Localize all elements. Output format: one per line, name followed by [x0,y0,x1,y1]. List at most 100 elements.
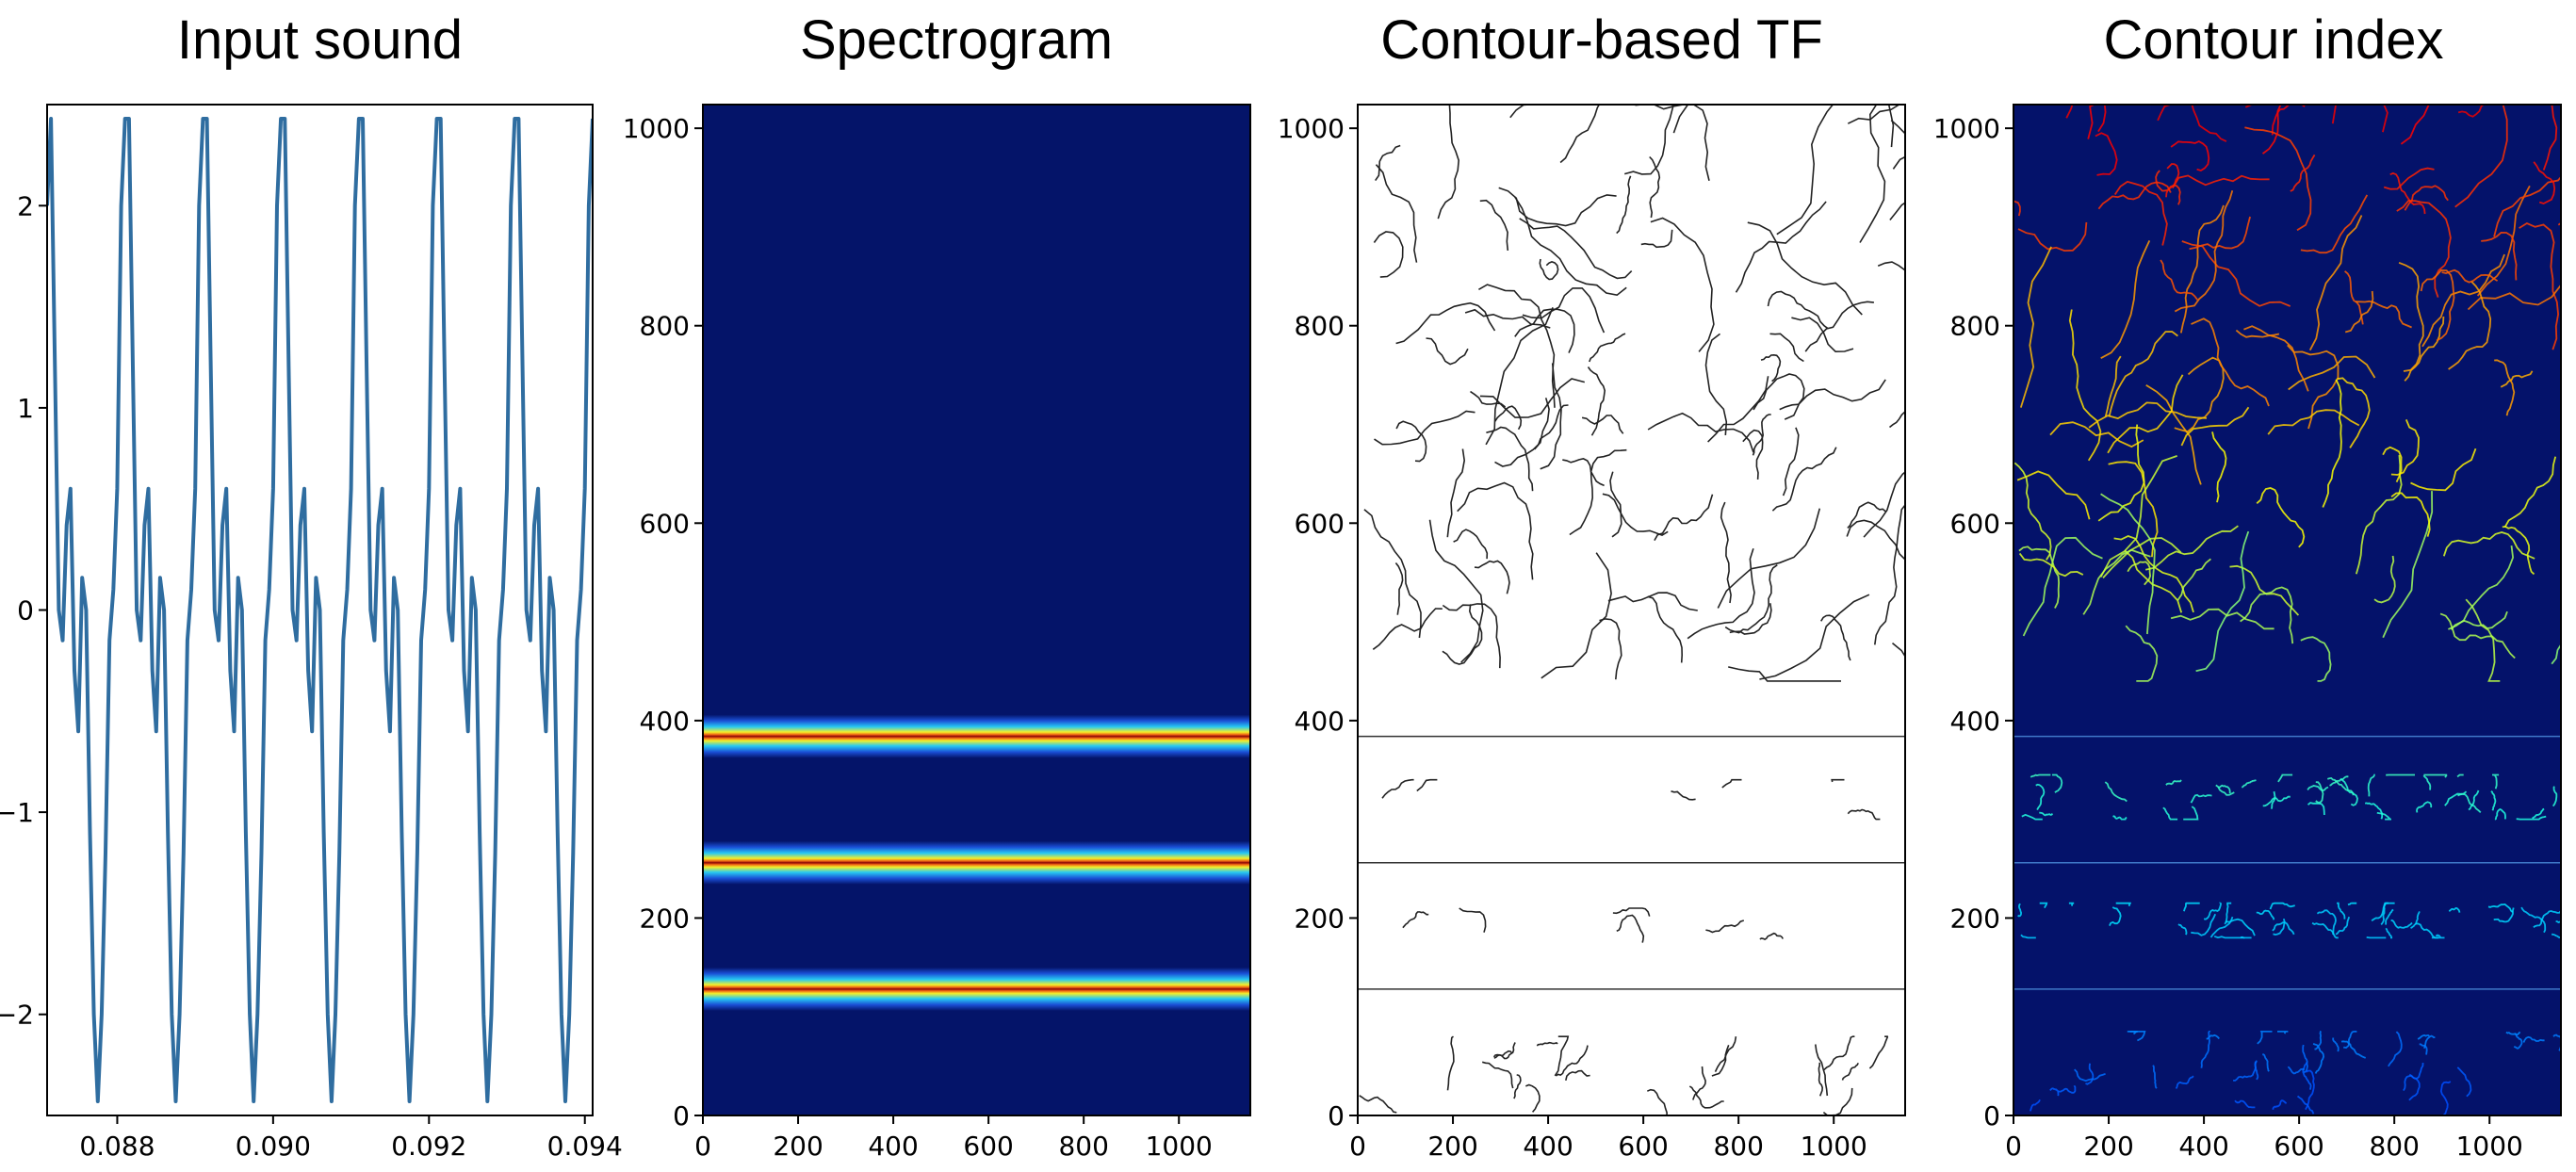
contour-line [1720,501,1732,604]
contour-index-line [2340,1040,2367,1059]
contour-index-line [2356,300,2412,329]
contour-index-line [2422,774,2432,790]
contour-line [1581,415,1624,434]
y-tick-label: 2 [17,190,34,221]
contour-index-line [2179,204,2225,334]
contour-index-line [2165,779,2182,786]
spectral-band [703,714,1250,758]
contour-index-line [2335,916,2351,936]
contour-line [1609,471,1622,538]
contour-line [1650,217,1715,352]
contour-index-line [2490,790,2497,811]
contour-index-line [2097,424,2145,522]
contour-index-line [2277,1031,2289,1034]
contour-line [1759,594,1870,680]
contour-index-line [2505,1031,2521,1036]
contour-line [1823,1035,1855,1071]
contour-line [1481,1061,1514,1089]
contour-index-line [2415,922,2438,939]
contour-index-line [2174,190,2234,313]
contour-index-line [2160,259,2199,301]
contour-line [1729,564,1778,634]
contour-line [1890,120,1905,138]
contour-line [1554,1035,1570,1077]
contour-index-line [2174,356,2225,433]
contour-index-line [2373,555,2396,604]
contour-line [1479,378,1586,418]
contour-index-line [2347,902,2357,906]
axes: 0.088 0.090 0.092 0.094 −2 −1 0 1 2 [0,190,623,1162]
contour-index-line [2170,140,2210,171]
y-tick-label: 0 [17,595,34,627]
contour-lines [1358,105,1905,1115]
contour-index-line [2022,536,2103,637]
contour-index-line [2224,902,2232,925]
y-tick-label: 600 [640,508,690,539]
x-tick-label: 1000 [2456,1131,2523,1162]
contour-index-line [2095,132,2118,176]
contour-index-line [2398,261,2424,372]
contour-line [1760,353,1782,383]
contour-line [1887,105,1905,148]
contour-line [1820,614,1851,661]
contour-index-line [2439,612,2516,659]
contour-index-line [2241,779,2257,789]
contour-index-line [2555,920,2561,923]
contour-index-line [2308,215,2363,351]
panel-title: Contour-based TF [1380,9,1823,71]
contour-index-line [2218,784,2231,793]
contour-index-line [2493,907,2515,923]
y-tick-label: −1 [0,797,34,828]
contour-line [1776,105,1834,236]
contour-line [1784,379,1886,420]
contour-index-line [2296,1095,2315,1115]
contour-index-line [2097,181,2172,210]
contour-index-line [2152,1065,2158,1089]
contour-index-line [2404,185,2449,211]
contour-index-line [2396,200,2452,298]
contour-index-line [2494,359,2516,416]
contour-line [1847,501,1886,529]
contour-index-line [2340,777,2358,806]
contour-index-line [2270,791,2276,809]
contour-index-line [2108,461,2159,558]
contour-index-line [2113,535,2194,613]
y-tick-label: 800 [1295,311,1345,342]
contour-index-line [2456,1066,2472,1098]
contour-line [1569,448,1627,536]
contour-line [1446,448,1466,538]
contour-line [1704,333,1728,435]
contour-index-line [2385,908,2394,925]
contour-line [1426,337,1469,366]
contour-line [1381,778,1414,799]
contour-index-line [2100,240,2151,359]
x-tick-label: 0 [1349,1131,1366,1162]
waveform-line [47,117,593,1103]
contour-index-line [2382,491,2434,639]
contour-index-line [2233,1061,2257,1082]
contour-line [1815,1044,1829,1097]
plot-frame [2013,104,2562,1116]
contour-index-line [2039,811,2054,817]
contour-index-line [2383,167,2435,190]
contour-index-line [2145,525,2239,571]
contour-line [1492,1050,1513,1058]
x-tick-label: 400 [1523,1131,1573,1162]
contour-line [1804,301,1874,352]
contour-index-line [2262,795,2291,807]
contour-index-line [2307,785,2329,791]
contour-index-line [2468,789,2480,811]
contour-line [1428,519,1484,663]
contour-index-line [2502,525,2535,576]
x-tick-label: 800 [2369,1131,2419,1162]
heatmap-background [703,105,1250,1115]
contour-index-line [2448,281,2492,370]
panel-contour-tf: Contour-based TF 0 200 400 600 800 1000 0 200 40… [1278,9,1906,1162]
contour-index-line [2203,902,2223,920]
contour-index-line [2112,815,2128,821]
contour-line [1442,604,1483,665]
x-tick-label: 600 [1618,1131,1668,1162]
contour-index-line [2162,806,2178,821]
contour-line [1753,373,1805,411]
plot-area [1358,105,1905,1115]
